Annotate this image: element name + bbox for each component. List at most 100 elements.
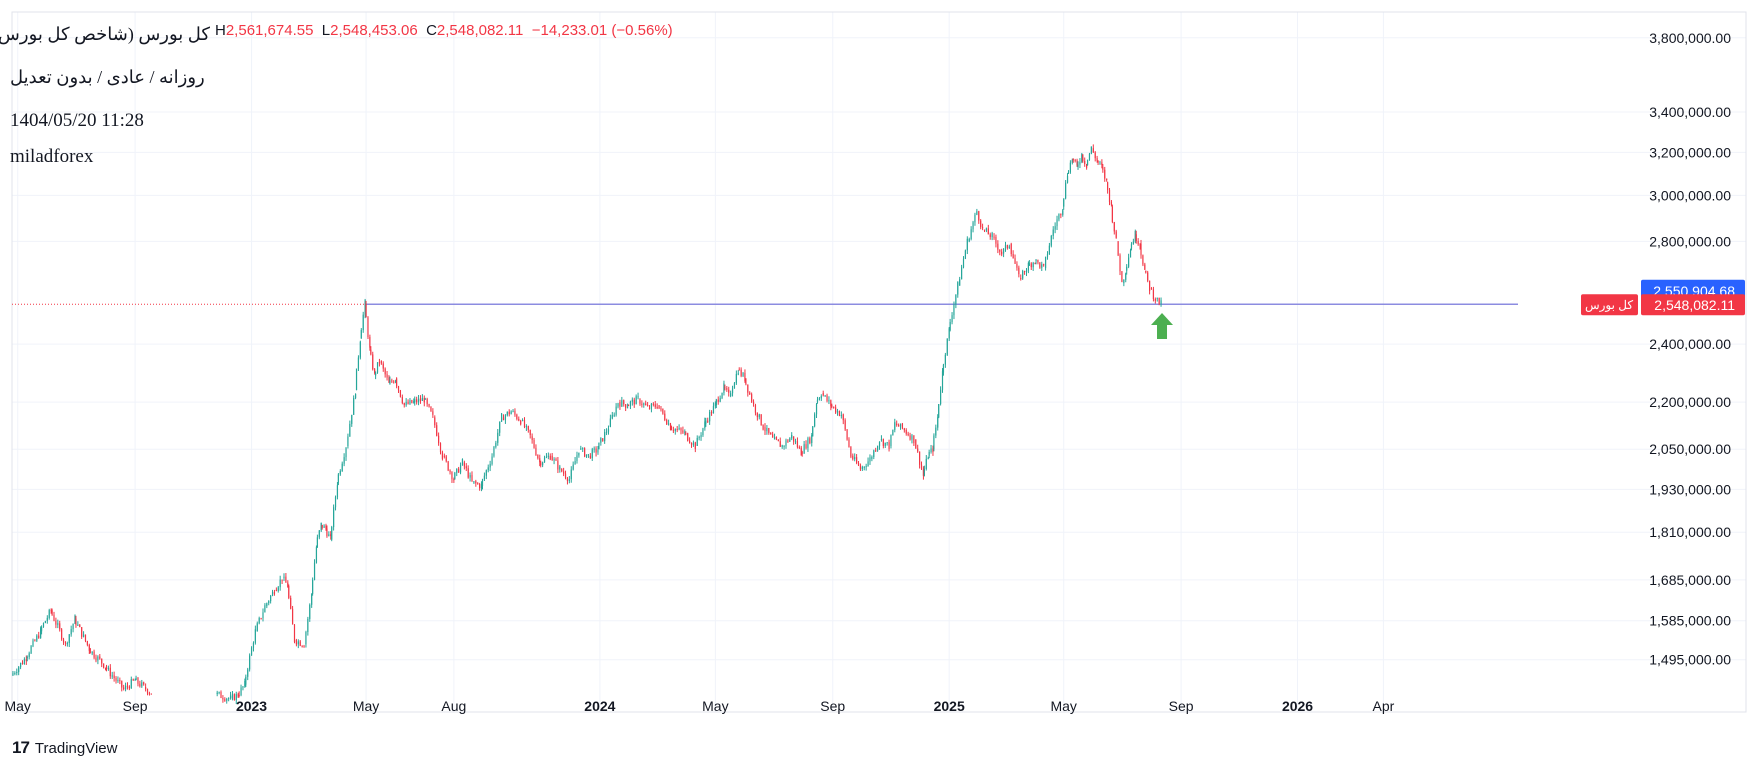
- candle-body: [584, 448, 585, 456]
- candle: [814, 412, 815, 427]
- candle: [677, 426, 678, 432]
- candle: [1020, 274, 1021, 280]
- tradingview-brand[interactable]: 17 TradingView: [12, 738, 117, 758]
- candle-body: [691, 443, 692, 445]
- candle-body: [864, 467, 865, 468]
- candle: [344, 453, 345, 466]
- candle-body: [928, 458, 929, 459]
- candle: [875, 448, 876, 452]
- y-tick-label: 1,585,000.00: [1649, 613, 1731, 629]
- candle-body: [655, 404, 656, 407]
- candle-body: [432, 411, 433, 414]
- candle: [1112, 205, 1113, 224]
- candle-body: [383, 364, 384, 369]
- candle: [51, 609, 52, 616]
- candle-body: [361, 330, 362, 339]
- candle-body: [1136, 234, 1137, 241]
- candle-body: [841, 415, 842, 416]
- candle: [734, 382, 735, 389]
- candle: [1095, 151, 1096, 161]
- candle: [1097, 160, 1098, 165]
- candle-body: [749, 393, 750, 395]
- candle-body: [610, 418, 611, 426]
- candle: [967, 236, 968, 254]
- candle-body: [488, 467, 489, 470]
- candle-body: [344, 457, 345, 464]
- candle: [115, 676, 116, 683]
- candle: [600, 437, 601, 445]
- candle: [892, 429, 893, 435]
- candle-body: [736, 374, 737, 383]
- candle: [307, 617, 308, 636]
- candle-body: [1073, 159, 1074, 160]
- candle: [953, 302, 954, 320]
- candle-body: [967, 239, 968, 251]
- candle: [586, 454, 587, 458]
- candle: [856, 454, 857, 464]
- candle-body: [322, 525, 323, 528]
- candle: [276, 587, 277, 591]
- candle-body: [645, 404, 646, 406]
- candle: [935, 425, 936, 439]
- candle: [716, 399, 717, 408]
- candle: [839, 410, 840, 416]
- symbol-title[interactable]: کل بورس (شاخص کل بورس): [10, 24, 210, 45]
- candle: [774, 434, 775, 440]
- candle: [957, 281, 958, 298]
- candle: [288, 584, 289, 599]
- candle-body: [71, 629, 72, 634]
- arrow-marker[interactable]: [1151, 313, 1173, 339]
- candle: [240, 685, 241, 697]
- price-axis[interactable]: 3,800,000.00 3,400,000.00 3,200,000.00 3,00…: [1649, 30, 1731, 668]
- candle: [871, 455, 872, 461]
- candle: [255, 626, 256, 645]
- candle: [971, 226, 972, 240]
- candle-body: [129, 687, 130, 689]
- candle-body: [1119, 255, 1120, 271]
- candle: [317, 535, 318, 548]
- candle-body: [449, 470, 450, 472]
- arrow-up-icon[interactable]: [1151, 313, 1173, 339]
- candle-body: [535, 448, 536, 455]
- candle-body: [739, 370, 740, 371]
- candle-body: [358, 358, 359, 369]
- candle: [1055, 222, 1056, 233]
- candle-body: [61, 629, 62, 639]
- candle-body: [1035, 260, 1036, 261]
- candle-body: [375, 373, 376, 376]
- candle: [360, 341, 361, 360]
- candle-body: [594, 449, 595, 450]
- candle-body: [797, 441, 798, 447]
- candle: [458, 467, 459, 473]
- interval-info: روزانه / عادی / بدون تعدیل: [10, 67, 205, 88]
- candle-body: [799, 447, 800, 448]
- candle-body: [469, 475, 470, 478]
- candle-body: [1070, 163, 1071, 173]
- candle-body: [837, 411, 838, 412]
- candle-body: [262, 612, 263, 618]
- candle-body: [436, 425, 437, 436]
- candle: [1016, 261, 1017, 270]
- price-labels: 2,550,904.682,548,082.11کل بورس: [1581, 280, 1745, 315]
- candle: [704, 418, 705, 431]
- candle-body: [892, 430, 893, 435]
- candle-body: [127, 686, 128, 687]
- candle: [281, 580, 282, 584]
- candle-body: [484, 476, 485, 480]
- candle-body: [446, 456, 447, 461]
- candle-body: [751, 394, 752, 402]
- candle-body: [904, 428, 905, 430]
- candle-body: [29, 653, 30, 657]
- candle: [103, 663, 104, 668]
- candle-body: [804, 444, 805, 453]
- candle-body: [805, 444, 806, 448]
- candle: [537, 454, 538, 459]
- candle-body: [471, 475, 472, 481]
- candle-body: [718, 400, 719, 402]
- candle-body: [1014, 258, 1015, 264]
- candle-body: [664, 414, 665, 420]
- y-tick-label: 3,400,000.00: [1649, 104, 1731, 120]
- tradingview-logo-icon: 17: [12, 738, 29, 758]
- candle-body: [553, 459, 554, 460]
